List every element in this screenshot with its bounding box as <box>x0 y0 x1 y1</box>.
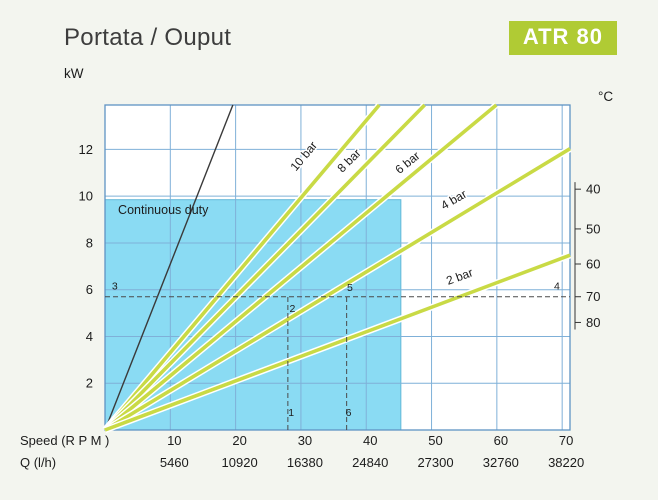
rpm-tick-label: 50 <box>428 433 442 448</box>
axis-labels: kW 2 4 6 8 10 12 <box>64 66 93 391</box>
series-line-8-bar <box>103 103 426 432</box>
temp-tick-label: 50 <box>586 221 600 236</box>
model-badge: ATR 80 <box>508 21 617 55</box>
series-line-10-bar <box>103 103 381 432</box>
rpm-tick-label: 30 <box>298 433 312 448</box>
temp-tick-label: 80 <box>586 315 600 330</box>
temp-tick-label: 70 <box>586 289 600 304</box>
series-line-6-bar <box>103 103 498 432</box>
rpm-tick-label: 40 <box>363 433 377 448</box>
rpm-tick-label: 70 <box>559 433 573 448</box>
x-axis-rows: Speed (R P M ) 10 20 30 40 50 60 70 Q (l/h) 5460 1… <box>20 433 584 470</box>
y-tick-label: 4 <box>86 329 93 344</box>
reference-line <box>104 104 234 431</box>
temperature-axis: 40 50 60 70 80 °C <box>574 89 613 330</box>
series-line-4-bar <box>104 147 571 432</box>
continuous-duty-label: Continuous duty <box>118 203 209 217</box>
rpm-tick-label: 20 <box>232 433 246 448</box>
y-tick-label: 8 <box>86 235 93 250</box>
y-tick-label: 12 <box>79 142 93 157</box>
guide-marker-6: 6 <box>346 407 352 419</box>
guide-marker-3: 3 <box>112 281 118 293</box>
y-tick-label: 2 <box>86 376 93 391</box>
pressure-curves <box>102 102 572 434</box>
guide-marker-5: 5 <box>347 282 353 294</box>
guide-marker-2: 2 <box>290 303 296 315</box>
x-axis-title: Speed (R P M ) <box>20 433 109 448</box>
flow-tick-label: 16380 <box>287 455 323 470</box>
flow-tick-label: 10920 <box>222 455 258 470</box>
plot-border <box>104 104 571 431</box>
guide-marker-1: 1 <box>288 407 294 419</box>
guide-lines: 3 2 5 4 1 6 <box>105 281 570 430</box>
flow-axis-title: Q (l/h) <box>20 455 56 470</box>
right-axis-unit: °C <box>598 89 613 104</box>
y-axis-unit: kW <box>64 66 84 81</box>
flow-tick-label: 27300 <box>417 455 453 470</box>
rpm-tick-label: 10 <box>167 433 181 448</box>
rpm-tick-label: 60 <box>494 433 508 448</box>
temp-tick-label: 60 <box>586 256 600 271</box>
flow-tick-label: 32760 <box>483 455 519 470</box>
flow-tick-label: 38220 <box>548 455 584 470</box>
flow-tick-label: 24840 <box>352 455 388 470</box>
y-tick-label: 10 <box>79 189 93 204</box>
series-line-2-bar <box>104 253 571 432</box>
y-tick-label: 6 <box>86 282 93 297</box>
guide-marker-4: 4 <box>554 281 560 293</box>
temp-tick-label: 40 <box>586 182 600 197</box>
page-title: Portata / Ouput <box>64 24 232 51</box>
flow-tick-label: 5460 <box>160 455 189 470</box>
